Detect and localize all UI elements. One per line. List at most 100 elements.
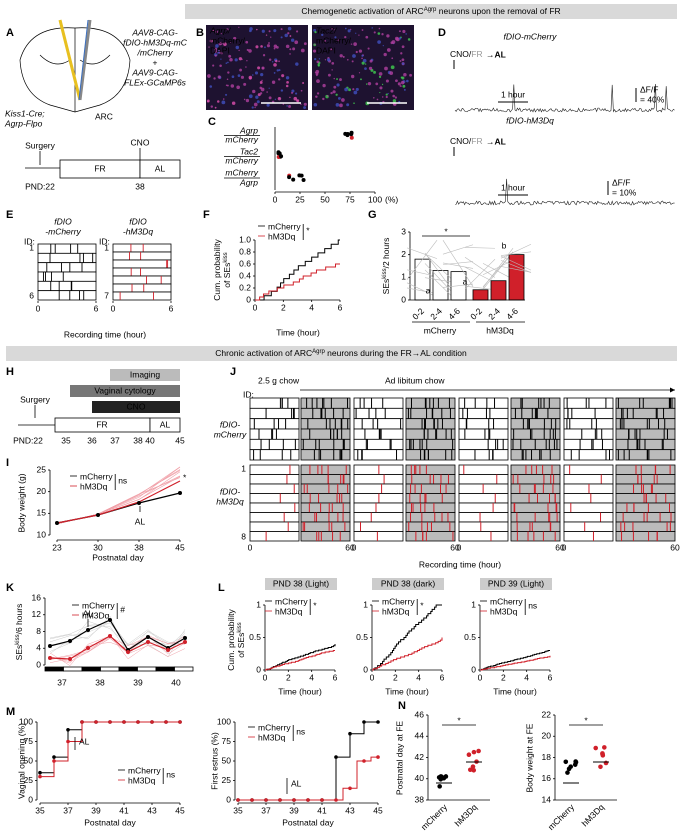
cell [245, 98, 250, 103]
cell [407, 38, 411, 41]
cell [214, 50, 218, 54]
panel-label: L [218, 582, 225, 594]
cell [281, 74, 285, 78]
cell [352, 54, 356, 58]
individual-line [482, 263, 514, 280]
cell [245, 40, 249, 44]
y-tick-label: 42 [415, 752, 425, 762]
legend-entry: mCherry [490, 596, 523, 606]
cell [284, 33, 289, 38]
annotation: AL [291, 778, 302, 788]
y-tick-label: 0.5 [249, 632, 261, 642]
x-tick-label: 75 [345, 194, 355, 204]
raster-row [405, 428, 456, 440]
cell [333, 77, 335, 80]
raster-row [249, 428, 300, 440]
text-part: FR [471, 136, 482, 146]
axis-title: Postnatal day [84, 817, 136, 827]
cell [266, 103, 270, 107]
cell [289, 48, 292, 51]
individual-line [424, 253, 456, 283]
dot [278, 798, 282, 802]
significance: ns [528, 600, 537, 610]
y-tick-label: 1.0 [239, 234, 251, 244]
raster-row [37, 243, 97, 254]
cell [241, 58, 243, 61]
section-title: Chronic activation of ARCAgrp neurons du… [215, 348, 467, 358]
cell [286, 80, 289, 84]
stain-label: DAPI [210, 45, 230, 55]
legend-entry: mCherry [268, 221, 301, 231]
cell [268, 30, 271, 33]
raster-row [458, 397, 509, 409]
raster-row [353, 474, 404, 485]
mean-dot [48, 656, 52, 660]
cell [394, 36, 399, 41]
timeline-label: Surgery [25, 140, 56, 150]
raster-row [353, 483, 404, 494]
bar [508, 254, 525, 301]
cell [206, 99, 210, 103]
cell [378, 27, 381, 30]
raster-row [615, 512, 676, 523]
cell [225, 84, 228, 87]
raster-row [112, 243, 172, 253]
unit: (%) [385, 194, 398, 204]
legend-entry: hM3Dq [82, 610, 110, 620]
group-name: -hM3Dq [123, 226, 154, 236]
cell [361, 54, 364, 57]
annotation: AL [135, 516, 146, 526]
raster-row [563, 521, 614, 532]
raster-row [249, 531, 300, 542]
timeline-label: AL [155, 163, 166, 173]
cell [271, 80, 276, 84]
cell [355, 32, 357, 34]
individual-line [442, 240, 474, 287]
cell [273, 44, 278, 49]
mean-dot [108, 634, 112, 638]
cell [392, 94, 395, 98]
timeline-label: CNO [131, 137, 150, 147]
cell [213, 77, 216, 80]
row-label: mCherry [225, 155, 258, 165]
timeline-tick: 36 [87, 435, 97, 445]
text-part: Agrp [312, 349, 325, 355]
raster-row [458, 407, 509, 420]
data-dot [437, 784, 442, 789]
data-dot [598, 764, 603, 770]
axis-title: First estrus (%) [209, 732, 219, 790]
cell [226, 78, 229, 81]
axis-title: Vaginal opening (%) [16, 723, 26, 799]
raster-row [458, 531, 509, 542]
cell [230, 84, 235, 88]
data-dot [291, 177, 296, 182]
cell [402, 29, 406, 34]
cell [277, 96, 282, 101]
x-tick-label: 37 [261, 805, 271, 815]
cell [254, 71, 259, 75]
raster-row [249, 397, 300, 409]
y-tick-label: 3 [401, 226, 406, 236]
mean-dot [68, 657, 72, 661]
group-name: fDIO- [220, 486, 240, 496]
cell [256, 28, 258, 31]
light-dark [81, 666, 101, 672]
cell [326, 58, 331, 62]
cell [225, 93, 228, 96]
x-tick-label: 45 [175, 542, 185, 552]
cell [315, 74, 318, 77]
cell [246, 60, 248, 62]
cell [314, 58, 317, 61]
cell [291, 91, 294, 94]
raster-row [563, 418, 614, 430]
cell [362, 58, 367, 63]
raster-row [37, 252, 97, 264]
y-tick-label: 100 [19, 716, 33, 726]
raster-row [458, 449, 509, 461]
group-name: mCherry [214, 429, 247, 439]
y-tick-label: 0 [246, 294, 251, 304]
x-tick-label: 0 [253, 302, 258, 312]
cell [341, 98, 345, 102]
x-tick-label: 6 [333, 672, 338, 682]
